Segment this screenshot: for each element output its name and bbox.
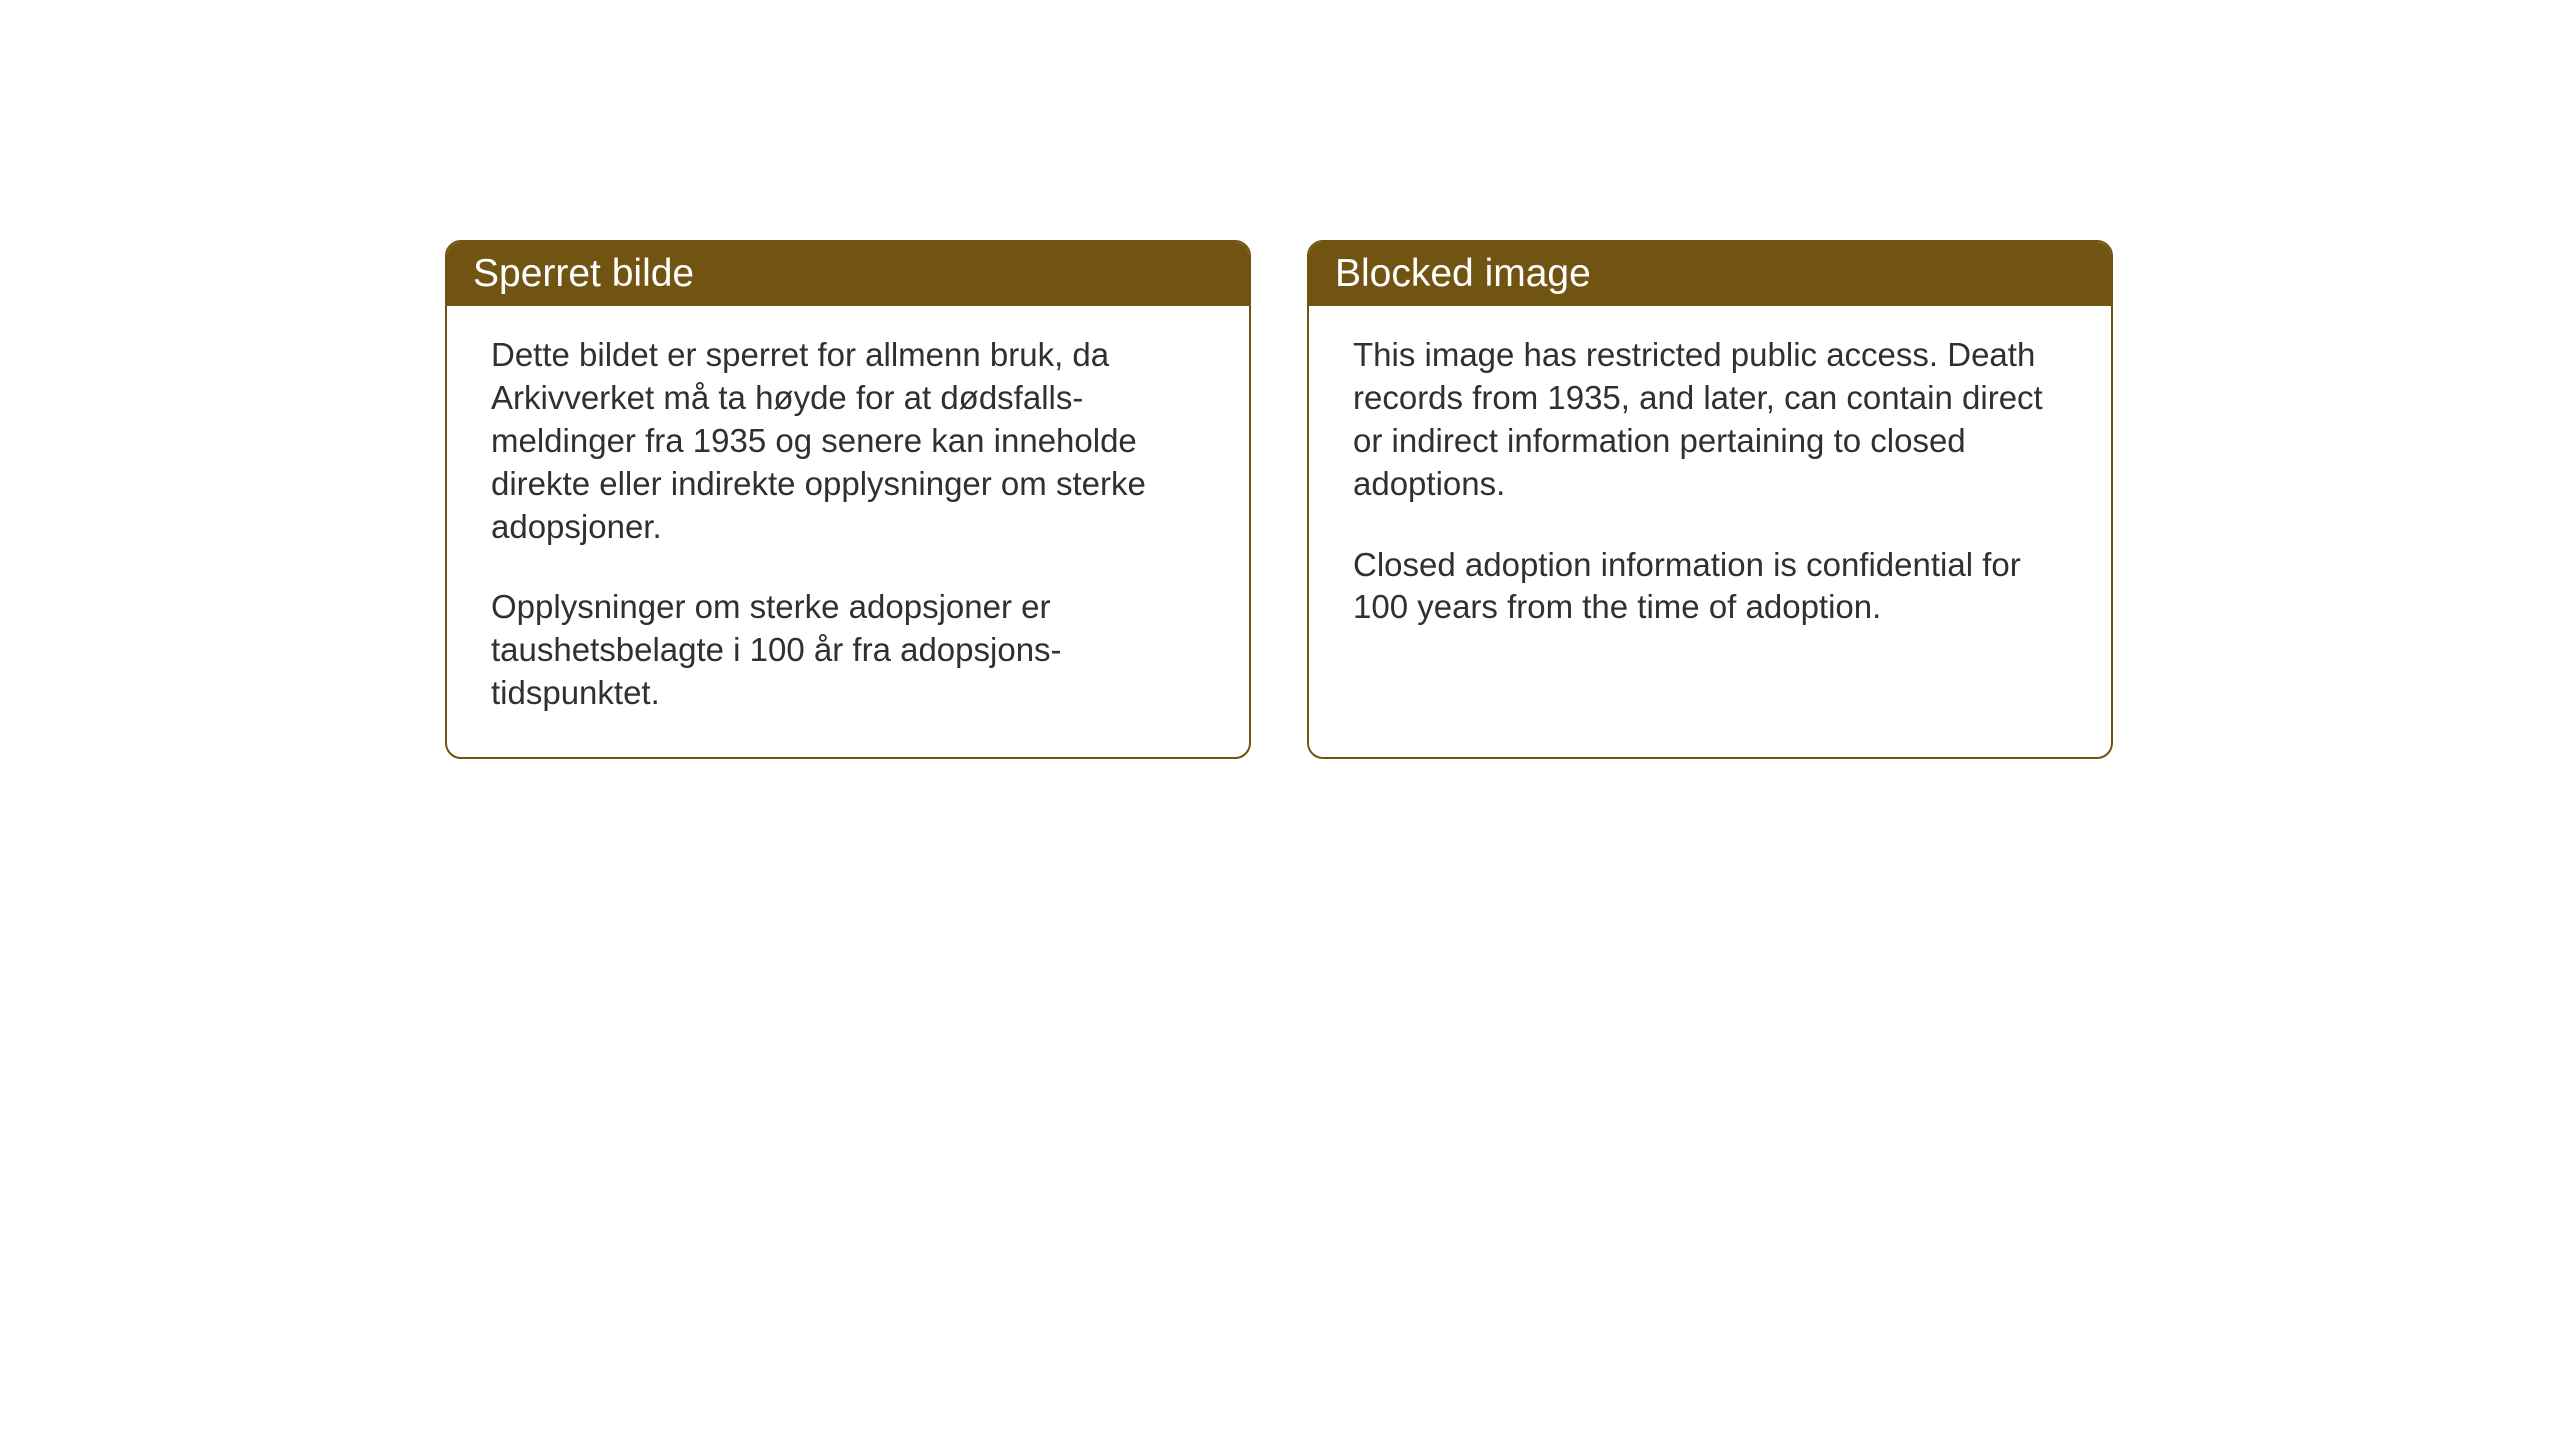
card-title: Sperret bilde (473, 252, 694, 295)
card-paragraph: Dette bildet er sperret for allmenn bruk… (491, 334, 1205, 548)
card-body-english: This image has restricted public access.… (1309, 306, 2111, 671)
card-header-english: Blocked image (1309, 242, 2111, 306)
notice-cards-container: Sperret bilde Dette bildet er sperret fo… (445, 240, 2113, 759)
notice-card-norwegian: Sperret bilde Dette bildet er sperret fo… (445, 240, 1251, 759)
card-body-norwegian: Dette bildet er sperret for allmenn bruk… (447, 306, 1249, 757)
card-paragraph: Closed adoption information is confident… (1353, 544, 2067, 630)
notice-card-english: Blocked image This image has restricted … (1307, 240, 2113, 759)
card-header-norwegian: Sperret bilde (447, 242, 1249, 306)
card-paragraph: This image has restricted public access.… (1353, 334, 2067, 506)
card-title: Blocked image (1335, 252, 1591, 295)
card-paragraph: Opplysninger om sterke adopsjoner er tau… (491, 586, 1205, 715)
